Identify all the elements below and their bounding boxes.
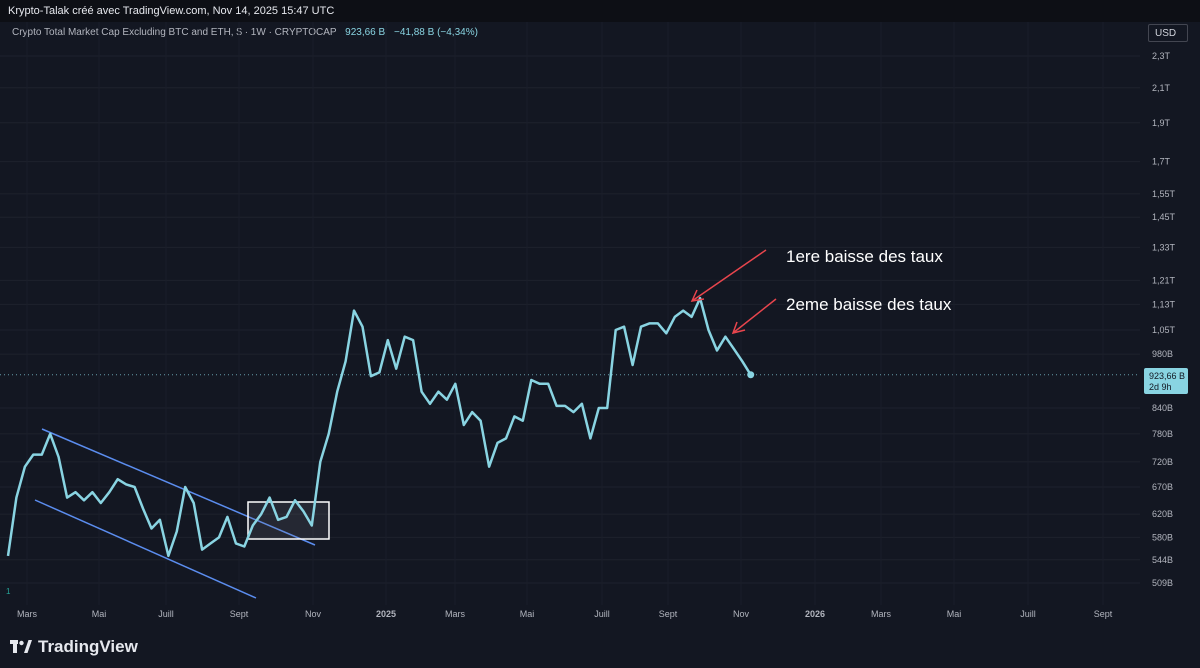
symbol-description[interactable]: Crypto Total Market Cap Excluding BTC an… xyxy=(12,27,337,38)
symbol-legend: Crypto Total Market Cap Excluding BTC an… xyxy=(12,27,478,38)
footer-bar xyxy=(0,628,1200,668)
brand-name: TradingView xyxy=(38,637,138,656)
legend-change: −41,88 B (−4,34%) xyxy=(393,27,478,38)
chart-author-title: Krypto-Talak créé avec TradingView.com, … xyxy=(8,5,335,17)
chart-panel[interactable] xyxy=(0,22,1200,628)
chart-header: Krypto-Talak créé avec TradingView.com, … xyxy=(0,0,1200,22)
brand-logo[interactable]: TradingView xyxy=(10,636,138,658)
legend-price: 923,66 B xyxy=(345,27,386,38)
currency-button[interactable]: USD xyxy=(1148,24,1188,42)
tradingview-logo-icon xyxy=(10,640,32,653)
